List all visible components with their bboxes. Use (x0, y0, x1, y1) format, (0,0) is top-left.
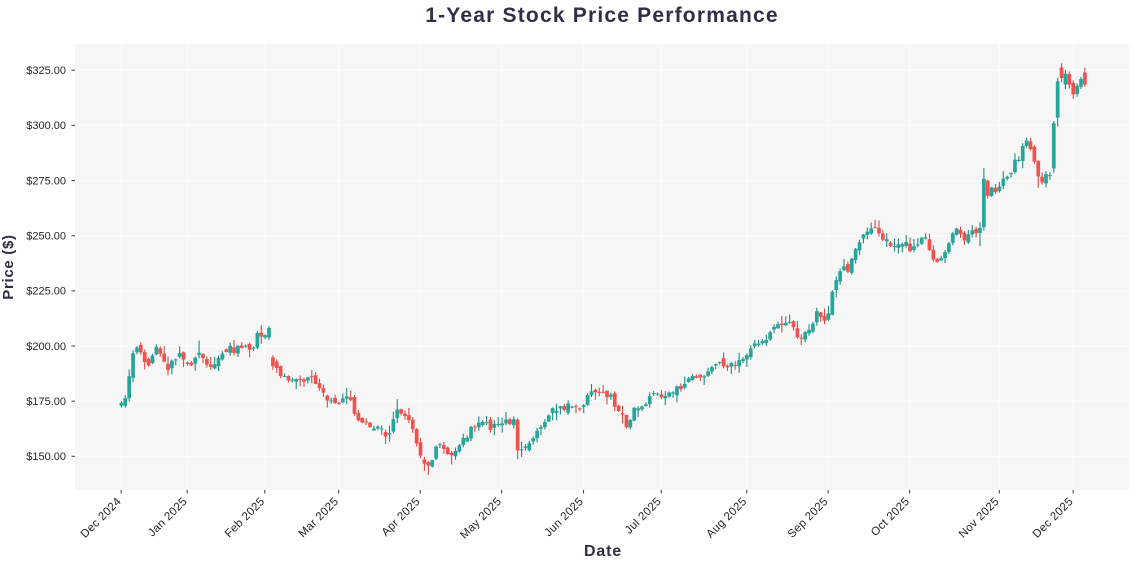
svg-text:$200.00: $200.00 (26, 341, 66, 353)
svg-text:$325.00: $325.00 (26, 65, 66, 77)
svg-text:$225.00: $225.00 (26, 286, 66, 298)
svg-text:Price ($): Price ($) (0, 234, 17, 300)
svg-text:1-Year Stock Price Performance: 1-Year Stock Price Performance (425, 4, 779, 27)
svg-text:$300.00: $300.00 (26, 120, 66, 132)
svg-text:$275.00: $275.00 (26, 175, 66, 187)
svg-text:$175.00: $175.00 (26, 396, 66, 408)
svg-text:$150.00: $150.00 (26, 451, 66, 463)
svg-text:Date: Date (584, 543, 622, 560)
svg-text:$250.00: $250.00 (26, 231, 66, 243)
